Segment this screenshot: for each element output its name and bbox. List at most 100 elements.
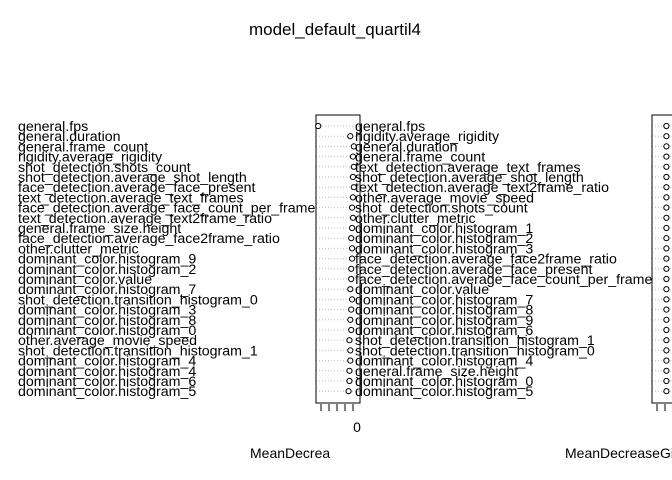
variable-label: dominant_color.histogram_2 [355,231,533,247]
data-point [663,255,670,262]
data-point [663,347,670,354]
variable-label: dominant_color.histogram_9 [18,252,196,268]
variable-label: face_detection.average_face_present [355,262,592,278]
variable-label: dominant_color.histogram_6 [18,374,196,390]
data-point [663,122,670,130]
variable-label: dominant_color.histogram_5 [355,384,533,400]
data-point [663,153,670,160]
variable-label: general.duration [355,139,458,155]
data-point [348,204,356,211]
variable-label: dominant_color.histogram_4 [18,364,196,380]
data-point [663,265,670,272]
variable-label: dominant_color.histogram_3 [355,241,533,257]
data-point [663,143,670,150]
variable-label: other.clutter_metric [355,211,476,227]
variable-label: shot_detection.average_shot_length [355,170,584,186]
variable-label: face_detection.average_face2frame_ratio [18,231,280,247]
panel-2: general.fpsrigidity.average_rigiditygene… [355,114,672,461]
variable-label: dominant_color.histogram_7 [355,292,533,308]
data-point [346,377,353,385]
x-axis-label: MeanDecrea [250,445,330,461]
variable-label: shot_detection.shots_count [355,201,528,217]
data-point [663,224,670,232]
variable-label: shot_detection.average_shot_length [18,170,247,186]
data-point [347,316,354,323]
data-point [663,367,670,374]
data-point [663,316,670,323]
data-point [663,286,670,293]
variable-label: text_detection.average_text2frame_ratio [18,211,272,227]
variable-label: dominant_color.value [18,272,152,288]
data-point [663,235,670,242]
data-point [348,275,355,283]
data-point [663,296,670,303]
variable-label: general.fps [18,119,88,135]
variable-label: shot_detection.transition_histogram_1 [355,333,595,349]
data-point [663,388,670,395]
data-point [348,326,355,334]
data-point [348,245,356,252]
plot-box [651,114,672,404]
data-point [663,184,670,191]
data-point [348,255,356,262]
chart-title: model_default_quartil4 [249,20,421,39]
data-point [348,235,355,242]
variable-label: dominant_color.value [355,282,489,298]
variable-label: shot_detection.transition_histogram_1 [18,343,258,359]
variable-label: other.average_movie_speed [355,190,534,206]
variable-label: text_detection.average_text2frame_ratio [355,180,609,196]
data-point [348,296,356,303]
variable-label: rigidity.average_rigidity [18,150,163,166]
data-point [348,265,355,272]
variable-label: general.duration [18,129,121,145]
data-point [663,163,670,170]
variable-label: general.frame_count [18,139,148,155]
data-point [350,184,357,191]
data-point [348,306,355,313]
variable-label: shot_detection.transition_histogram_0 [355,343,595,359]
data-point [663,214,670,221]
data-point [350,143,357,150]
variable-label: dominant_color.histogram_6 [355,323,533,339]
variable-label: dominant_color.histogram_2 [18,262,196,278]
variable-label: dominant_color.histogram_4 [355,354,533,370]
variable-label: dominant_color.histogram_8 [18,313,196,329]
data-point [663,194,670,201]
data-point [663,377,670,385]
variable-label: dominant_color.histogram_3 [18,303,196,319]
variable-label: dominant_color.histogram_0 [18,323,196,339]
data-point [663,357,670,364]
data-point [347,133,354,140]
variable-label: general.frame_size.height [355,364,518,380]
variable-label: general.frame_size.height [18,221,181,237]
variable-label: face_detection.average_face_present [18,180,255,196]
data-point [349,194,357,201]
variable-label: text_detection.average_text_frames [355,160,581,176]
tick-label: 0 [353,419,361,435]
data-point [347,357,354,364]
data-point [347,347,354,354]
variable-label: face_detection.average_face_count_per_fr… [355,272,652,288]
data-point [663,337,670,344]
panels: general.fpsgeneral.durationgeneral.frame… [18,114,672,461]
x-axis-label: MeanDecreaseGini [565,445,672,461]
data-point [663,133,670,140]
variable-label: dominant_color.histogram_4 [18,354,196,370]
data-point [663,245,670,252]
data-point [350,163,357,170]
data-point [663,173,670,181]
variable-label: dominant_color.histogram_8 [355,303,533,319]
data-point [663,306,670,313]
data-point [346,367,353,374]
data-point [349,153,357,160]
variable-label: shot_detection.transition_histogram_0 [18,292,258,308]
variable-label: dominant_color.histogram_1 [355,221,533,237]
variable-label: dominant_color.histogram_7 [18,282,196,298]
variable-label: dominant_color.histogram_5 [18,384,196,400]
data-point [348,224,356,232]
data-point [346,337,353,344]
data-point [349,173,357,181]
variable-label: shot_detection.shots_count [18,160,191,176]
data-point [315,122,322,130]
